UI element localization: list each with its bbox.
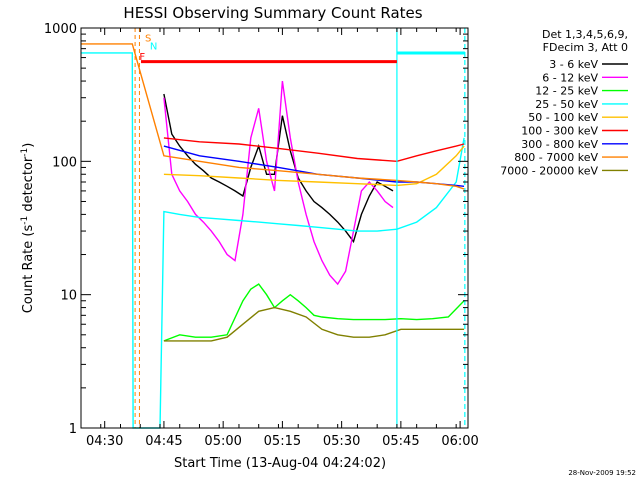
- legend-label-0: 3 - 6 keV: [549, 58, 598, 71]
- series-line-5: [163, 137, 465, 163]
- data-layer: [81, 43, 465, 429]
- y-tick-label-3: 1000: [44, 22, 77, 37]
- legend-label-4: 50 - 100 keV: [528, 111, 598, 124]
- y-axis-label: Count Rate (s-1 detector-1): [20, 143, 36, 314]
- legend-label-8: 7000 - 20000 keV: [500, 164, 598, 177]
- y-tick-label-2: 100: [52, 155, 77, 170]
- series-line-8: [163, 306, 465, 342]
- series-line-7: [81, 43, 465, 190]
- legend-label-5: 100 - 300 keV: [521, 125, 598, 138]
- legend-label-2: 12 - 25 keV: [535, 85, 598, 98]
- generation-timestamp: 28-Nov-2009 19:52: [568, 469, 636, 477]
- x-tick-label-4: 05:30: [323, 434, 360, 449]
- x-axis-label: Start Time (13-Aug-04 04:24:02): [174, 456, 386, 471]
- series-line-4: [163, 145, 465, 187]
- x-tick-label-0: 04:30: [86, 434, 123, 449]
- series-line-1: [163, 81, 394, 286]
- x-tick-label-1: 04:45: [145, 434, 182, 449]
- x-tick-label-6: 06:00: [441, 434, 478, 449]
- y-tick-label-1: 10: [60, 289, 77, 304]
- legend: Det 1,3,4,5,6,9, FDecim 3, Att 0 3 - 6 k…: [500, 28, 628, 177]
- legend-header-line-2: FDecim 3, Att 0: [543, 41, 628, 54]
- flag-layer: SNF: [134, 28, 466, 428]
- flag-label-n: N: [150, 41, 157, 52]
- flag-label-s: S: [145, 34, 151, 45]
- legend-label-6: 300 - 800 keV: [521, 138, 598, 151]
- series-line-3: [81, 52, 465, 429]
- series-line-2: [163, 283, 465, 342]
- flag-label-f: F: [139, 52, 145, 63]
- x-tick-label-5: 05:45: [382, 434, 419, 449]
- y-tick-label-0: 1: [69, 422, 77, 437]
- legend-label-1: 6 - 12 keV: [542, 71, 598, 84]
- y-axis: 1 10 100 1000: [44, 22, 468, 437]
- chart-title: HESSI Observing Summary Count Rates: [123, 4, 422, 22]
- legend-header-line-1: Det 1,3,4,5,6,9,: [542, 28, 628, 41]
- x-tick-label-3: 05:15: [264, 434, 301, 449]
- plot-frame: [80, 27, 469, 429]
- x-axis: 04:30 04:45 05:00 05:15 05:30 05:45 06:00: [80, 28, 479, 449]
- legend-label-3: 25 - 50 keV: [535, 98, 598, 111]
- x-tick-label-2: 05:00: [204, 434, 241, 449]
- legend-label-7: 800 - 7000 keV: [514, 151, 598, 164]
